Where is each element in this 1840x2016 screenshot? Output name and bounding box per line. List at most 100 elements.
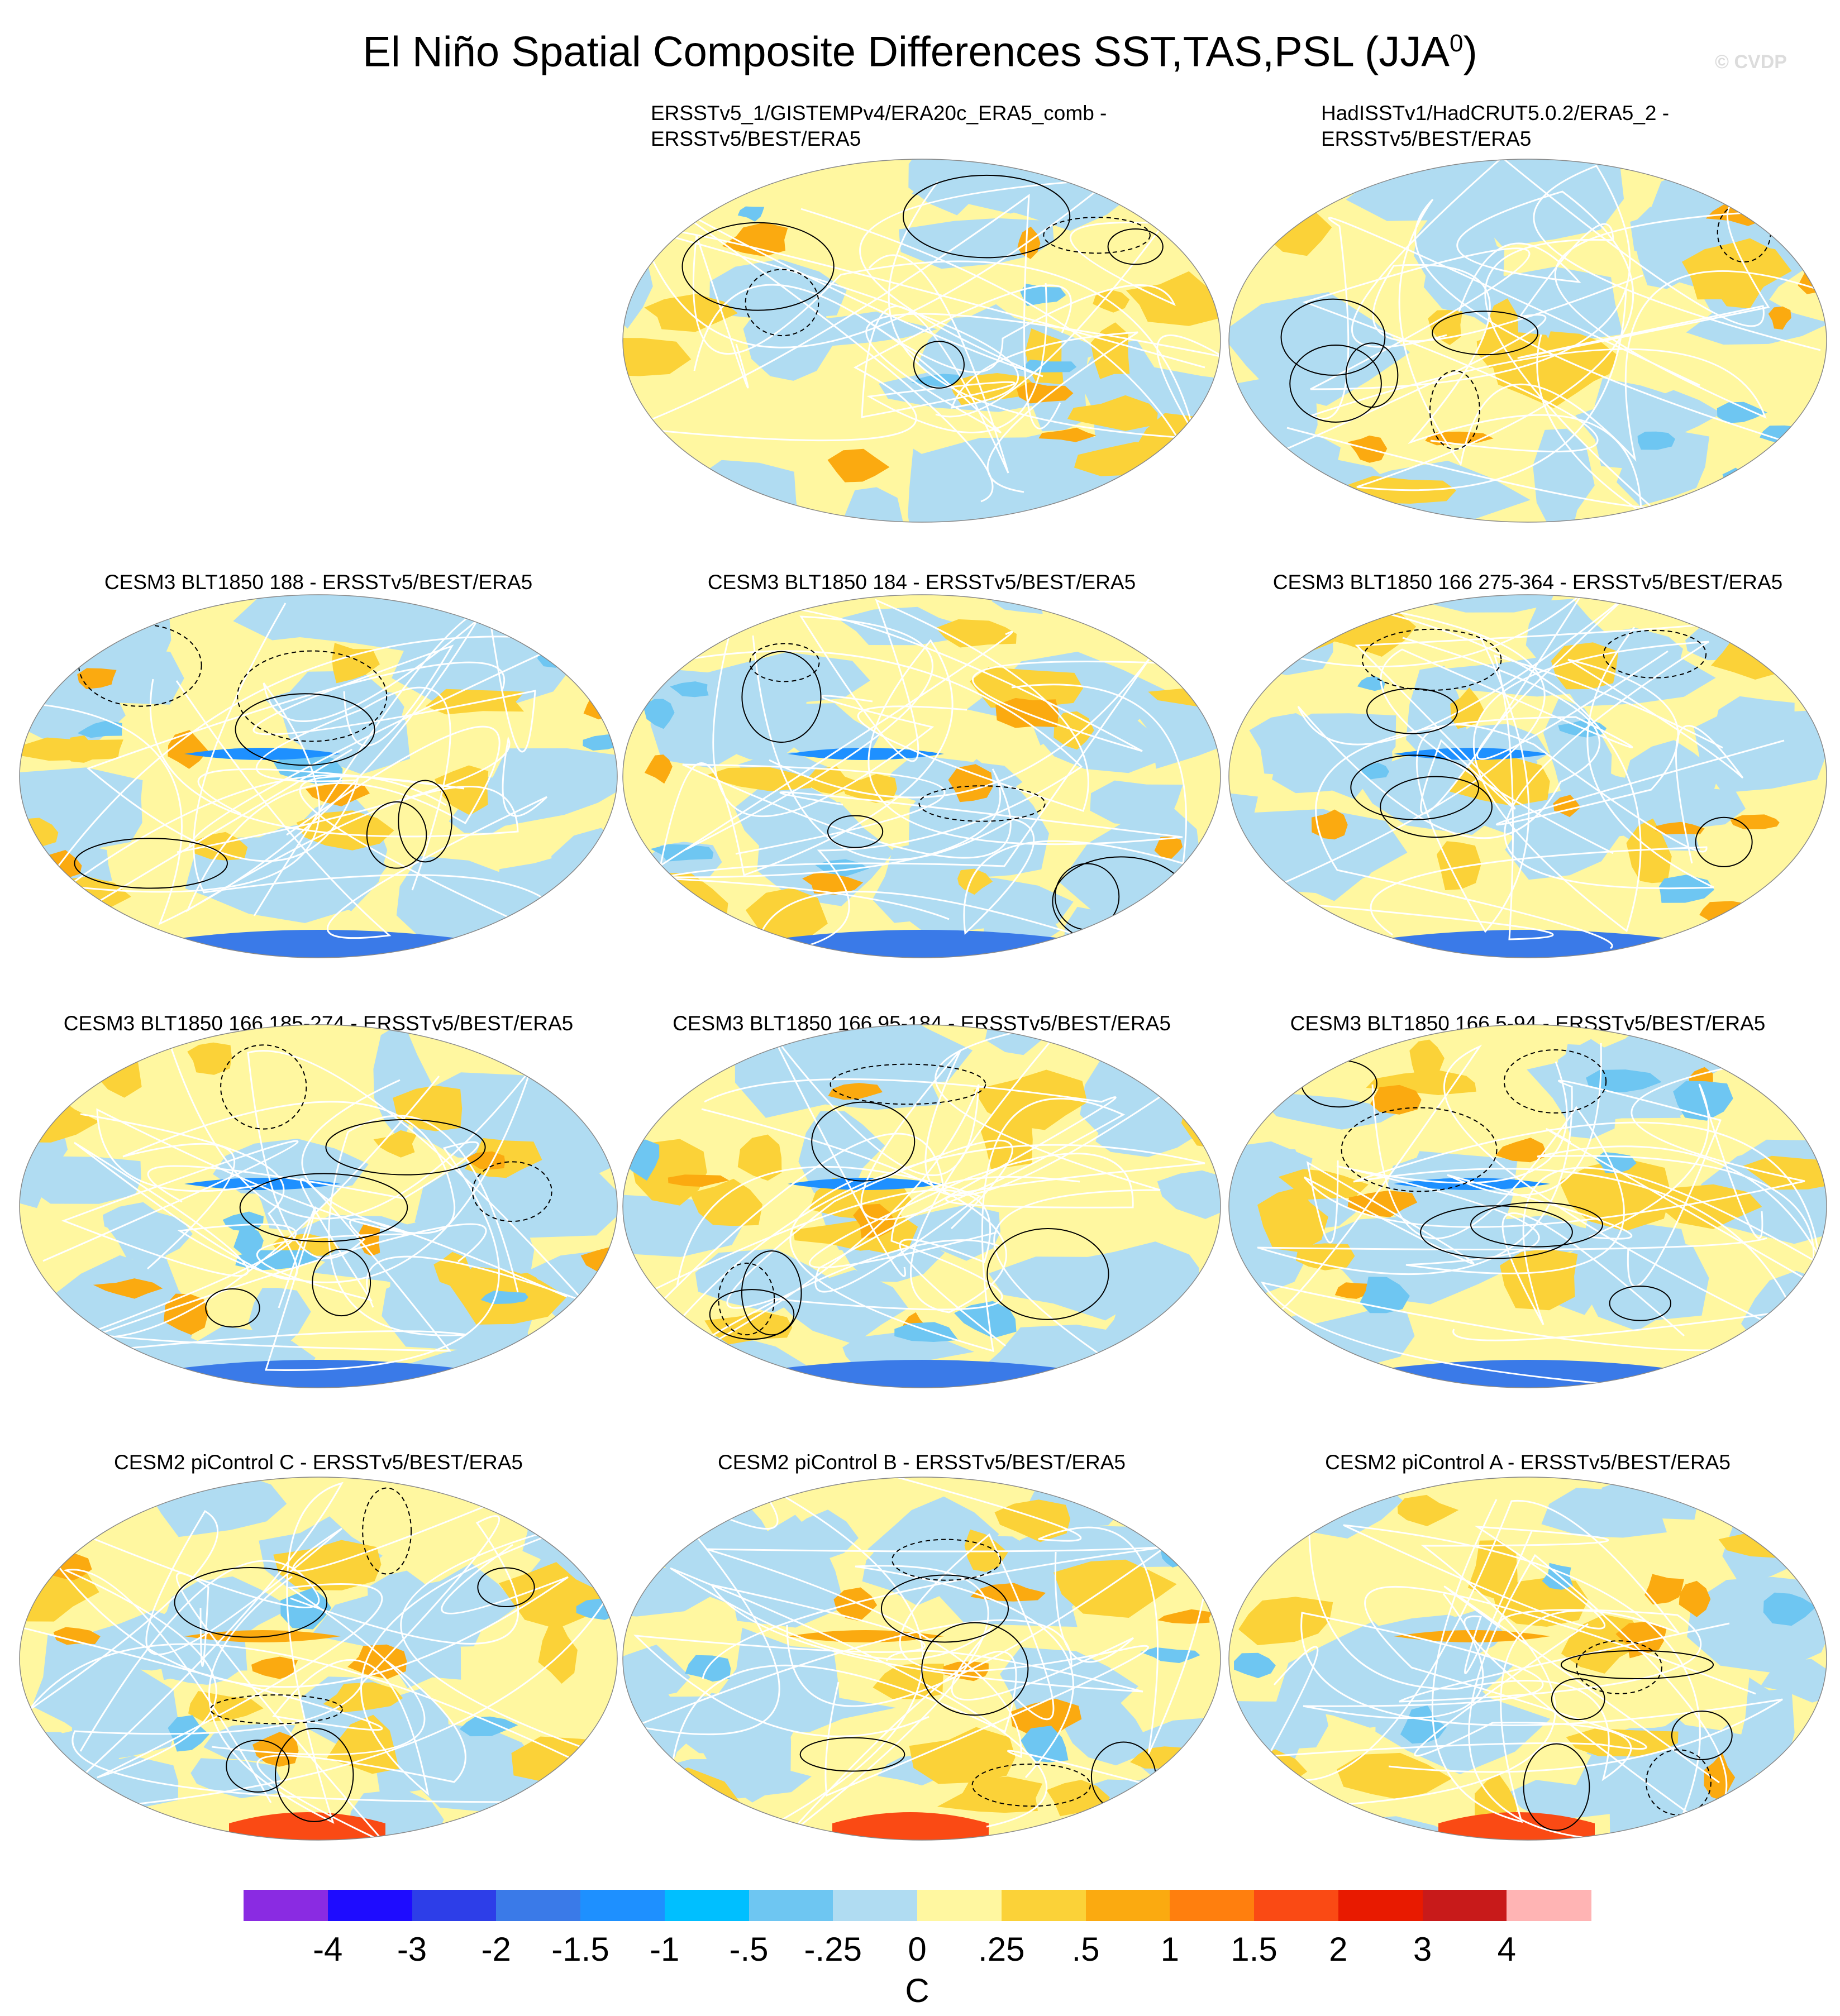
psl-contour [1429, 370, 1480, 450]
panel-title-line: CESM3 BLT1850 184 - ERSSTv5/BEST/ERA5 [707, 571, 1136, 594]
warm-anomaly [936, 619, 1017, 648]
cool-anomaly [1304, 1215, 1529, 1305]
psl-contour [1432, 310, 1538, 356]
strong-warm-anomaly [1798, 260, 1827, 294]
coastline [1385, 612, 1714, 933]
psl-contour [312, 1248, 371, 1317]
strong-cool-anomaly [1234, 1652, 1276, 1678]
cool-anomaly [689, 460, 802, 522]
warm-anomaly [1742, 1155, 1827, 1190]
psl-contour [174, 1567, 328, 1638]
coastline [1303, 1055, 1805, 1265]
psl-contour [741, 1250, 802, 1336]
strong-cool-anomaly [954, 1301, 1017, 1339]
cool-anomaly [623, 1645, 690, 1699]
warm-anomaly [1229, 1334, 1298, 1369]
psl-contour [1420, 1205, 1573, 1259]
warm-anomaly [704, 1311, 793, 1345]
strong-warm-anomaly [77, 668, 117, 689]
warm-anomaly [1436, 841, 1481, 890]
cool-anomaly [1123, 469, 1221, 514]
colorbar-label: -2 [481, 1931, 511, 1968]
map-field [1229, 1025, 1827, 1388]
coastline [1296, 595, 1740, 815]
map-outline [622, 1024, 1221, 1388]
psl-contour [1560, 1650, 1714, 1679]
panel-title-line: HadISSTv1/HadCRUT5.0.2/ERA5_2 - [1321, 102, 1670, 125]
warm-anomaly [909, 1727, 1016, 1784]
strong-cool-anomaly [650, 844, 714, 862]
coastline [193, 603, 568, 945]
psl-contour [892, 1539, 1002, 1581]
cool-anomaly [1564, 782, 1746, 838]
cool-anomaly [1161, 1025, 1221, 1097]
colorbar-box [496, 1890, 581, 1921]
antarctic-band [229, 1812, 385, 1840]
coastline [28, 1494, 588, 1767]
map-outline [19, 1477, 618, 1841]
strong-warm-anomaly [1679, 1580, 1711, 1617]
panel-title-line: CESM2 piControl A - ERSSTv5/BEST/ERA5 [1325, 1451, 1731, 1474]
world-map-panel [17, 1474, 620, 1843]
coastline [71, 1515, 589, 1803]
coastline [42, 1113, 299, 1280]
map-field [20, 1025, 617, 1388]
psl-contour [971, 1763, 1091, 1807]
warm-anomaly [373, 1130, 417, 1158]
strong-warm-anomaly [1191, 1077, 1221, 1097]
warm-anomaly [623, 1502, 688, 1545]
coastline [701, 1025, 1161, 1362]
colorbar-box [1085, 1890, 1170, 1921]
coastline [677, 1144, 1205, 1322]
world-map-panel [620, 1022, 1223, 1391]
strong-cool-anomaly [1140, 1647, 1200, 1663]
strong-warm-anomaly [722, 222, 788, 257]
warm-anomaly [873, 1664, 944, 1699]
colorbar-label: -1.5 [551, 1931, 609, 1968]
colorbar-units: C [905, 1972, 929, 2009]
psl-contour [1350, 754, 1480, 820]
cool-anomaly [1438, 159, 1509, 214]
antarctic-band [106, 1360, 531, 1388]
strong-warm-anomaly [93, 1278, 163, 1299]
warm-anomaly [332, 643, 380, 684]
cool-anomaly [1189, 378, 1221, 460]
strong-warm-anomaly [668, 1174, 730, 1187]
colorbar-label: .25 [978, 1931, 1025, 1968]
psl-contour [681, 222, 835, 311]
cool-anomaly [898, 218, 1054, 269]
map-svg [1228, 1024, 1827, 1388]
coastline [752, 635, 1188, 935]
strong-cool-anomaly [1020, 284, 1066, 306]
psl-contour [235, 693, 375, 766]
psl-contour [902, 174, 1071, 259]
figure-title: El Niño Spatial Composite Differences SS… [0, 16, 1840, 80]
map-outline [1228, 1024, 1827, 1388]
psl-contour [74, 838, 228, 889]
strong-cool-anomaly [1017, 360, 1077, 372]
psl-contour [1609, 1286, 1671, 1321]
coastline [63, 1569, 426, 1803]
psl-contour [741, 651, 822, 743]
coastline [96, 1101, 456, 1270]
cool-anomaly [1562, 1232, 1709, 1321]
coastline [252, 609, 536, 916]
antarctic-band [1315, 930, 1740, 958]
cool-anomaly [798, 1111, 885, 1202]
psl-contour [398, 780, 452, 863]
warm-anomaly [187, 1042, 232, 1075]
cool-anomaly [1090, 780, 1183, 826]
psl-contour [921, 1622, 1029, 1716]
coastline [630, 622, 1176, 886]
strong-warm-anomaly [163, 1293, 209, 1335]
warm-anomaly [1566, 1728, 1679, 1757]
colorbar-box [1170, 1890, 1255, 1921]
coastline [1447, 1043, 1763, 1240]
coastline [633, 1583, 1143, 1737]
warm-anomaly [1450, 687, 1485, 729]
strong-warm-anomaly [358, 1224, 380, 1257]
strong-warm-anomaly [1017, 226, 1041, 259]
coastline [625, 1033, 999, 1388]
map-outline [622, 1477, 1221, 1841]
colorbar-box [833, 1890, 918, 1921]
